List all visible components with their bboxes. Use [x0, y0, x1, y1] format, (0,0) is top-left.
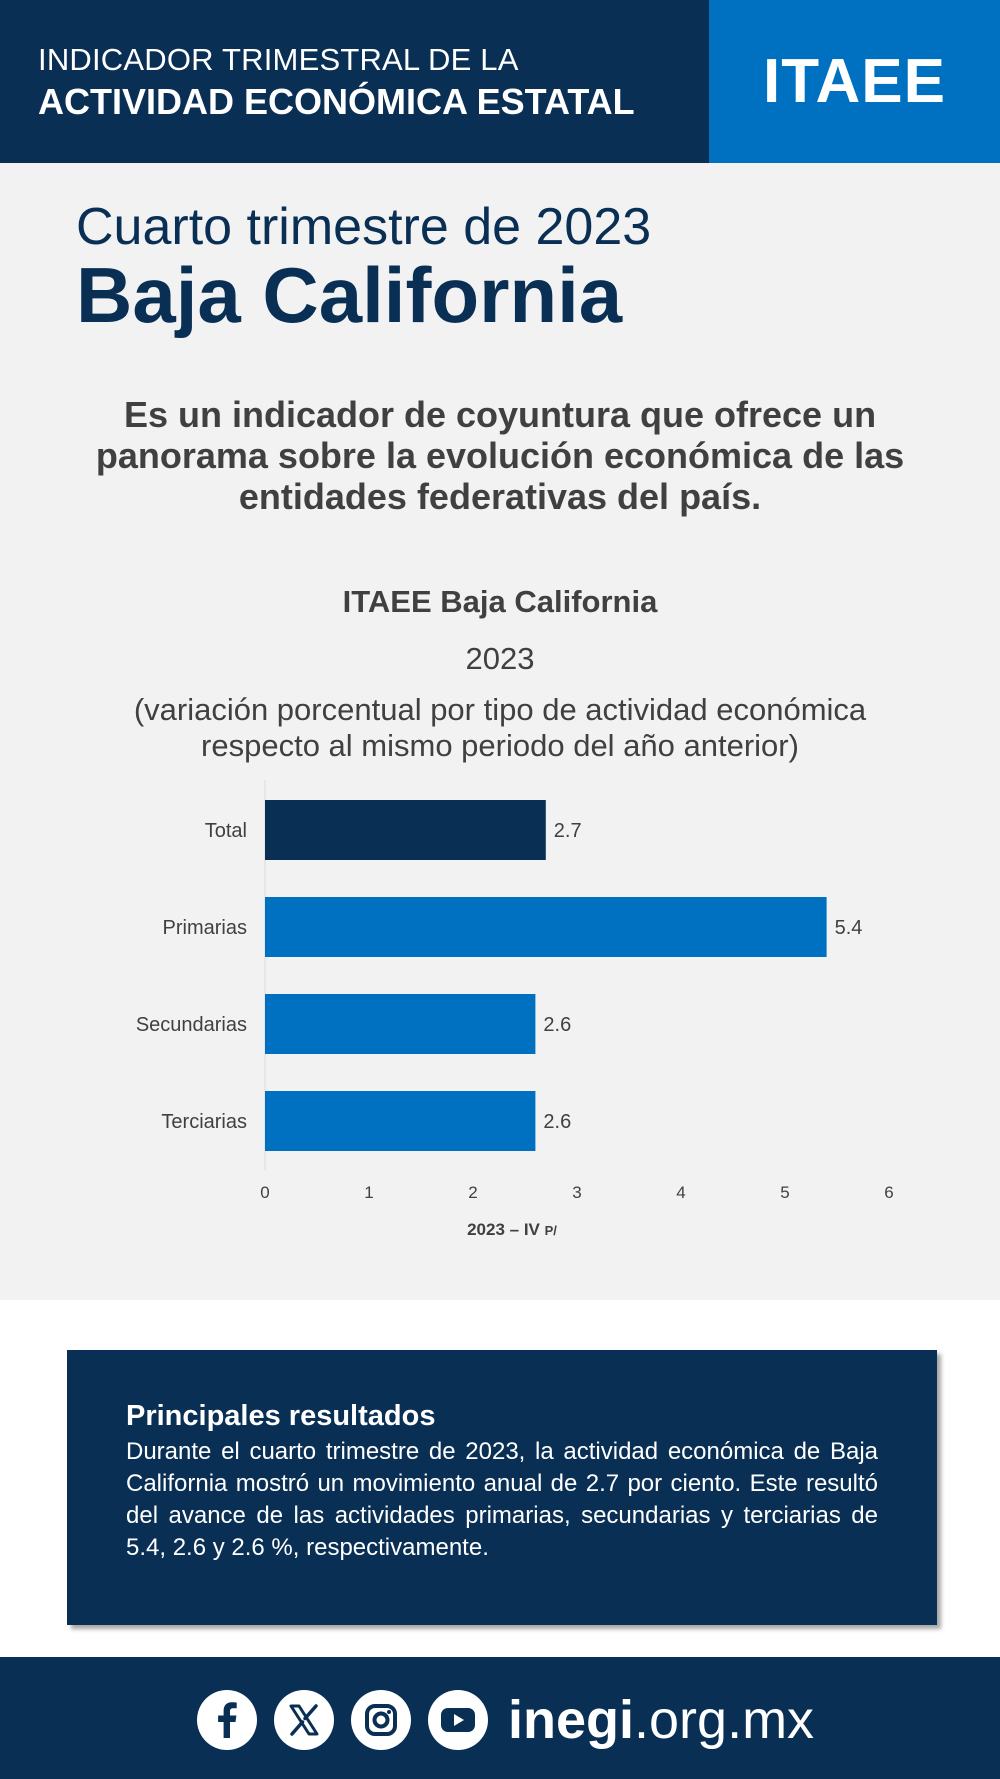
results-title: Principales resultados	[126, 1400, 436, 1432]
x-tick-label: 1	[364, 1183, 373, 1202]
category-label: Primarias	[163, 917, 247, 939]
category-label: Terciarias	[161, 1111, 247, 1133]
website-name: inegi	[508, 1690, 635, 1750]
bar-primarias	[265, 897, 827, 957]
x-axis-label-text: 2023 – IV	[467, 1220, 540, 1239]
footer-banner	[0, 1657, 1000, 1779]
facebook-icon[interactable]	[197, 1690, 257, 1750]
results-box: Principales resultados Durante el cuarto…	[67, 1350, 937, 1625]
chart-title: ITAEE Baja California	[342, 584, 658, 619]
period-title: Cuarto trimestre de 2023	[76, 198, 652, 256]
header-banner: INDICADOR TRIMESTRAL DE LA ACTIVIDAD ECO…	[0, 0, 1000, 163]
data-label: 2.6	[543, 1014, 571, 1036]
x-tick-label: 3	[572, 1183, 581, 1202]
x-tick-label: 0	[260, 1183, 269, 1202]
x-tick-label: 2	[468, 1183, 477, 1202]
header-title-line1: INDICADOR TRIMESTRAL DE LA	[38, 42, 519, 77]
chart-subtitle: (variación porcentual por tipo de activi…	[133, 692, 867, 763]
category-label: Total	[205, 820, 247, 842]
bar-total	[265, 800, 546, 860]
data-label: 2.6	[543, 1111, 571, 1133]
website-link[interactable]: inegi.org.mx	[508, 1689, 814, 1751]
x-tick-label: 5	[780, 1183, 789, 1202]
bar-terciarias	[265, 1091, 536, 1151]
intro-text: Es un indicador de coyuntura que ofrece …	[95, 394, 905, 517]
header-title-line2: ACTIVIDAD ECONÓMICA ESTATAL	[38, 81, 635, 122]
results-text: Durante el cuarto trimestre de 2023, la …	[126, 1438, 878, 1561]
brand-label: ITAEE	[763, 47, 946, 116]
x-axis-label: 2023 – IV P/	[0, 1220, 1000, 1240]
data-label: 2.7	[554, 820, 582, 842]
x-tick-label: 6	[884, 1183, 893, 1202]
x-tick-label: 4	[676, 1183, 685, 1202]
x-axis-label-suffix: P/	[544, 1223, 557, 1238]
category-label: Secundarias	[136, 1014, 247, 1036]
bar-secundarias	[265, 994, 536, 1054]
website-domain: .org.mx	[634, 1690, 815, 1750]
bar-chart: Total 2.7 Primarias 5.4 Secundarias 2.6 Tercia…	[136, 780, 894, 1202]
instagram-icon[interactable]	[351, 1690, 411, 1750]
state-title: Baja California	[76, 251, 623, 339]
youtube-icon[interactable]	[428, 1690, 488, 1750]
brand-block: ITAEE	[709, 0, 1000, 163]
data-label: 5.4	[835, 917, 863, 939]
x-icon[interactable]	[274, 1690, 334, 1750]
chart-year: 2023	[465, 641, 535, 676]
